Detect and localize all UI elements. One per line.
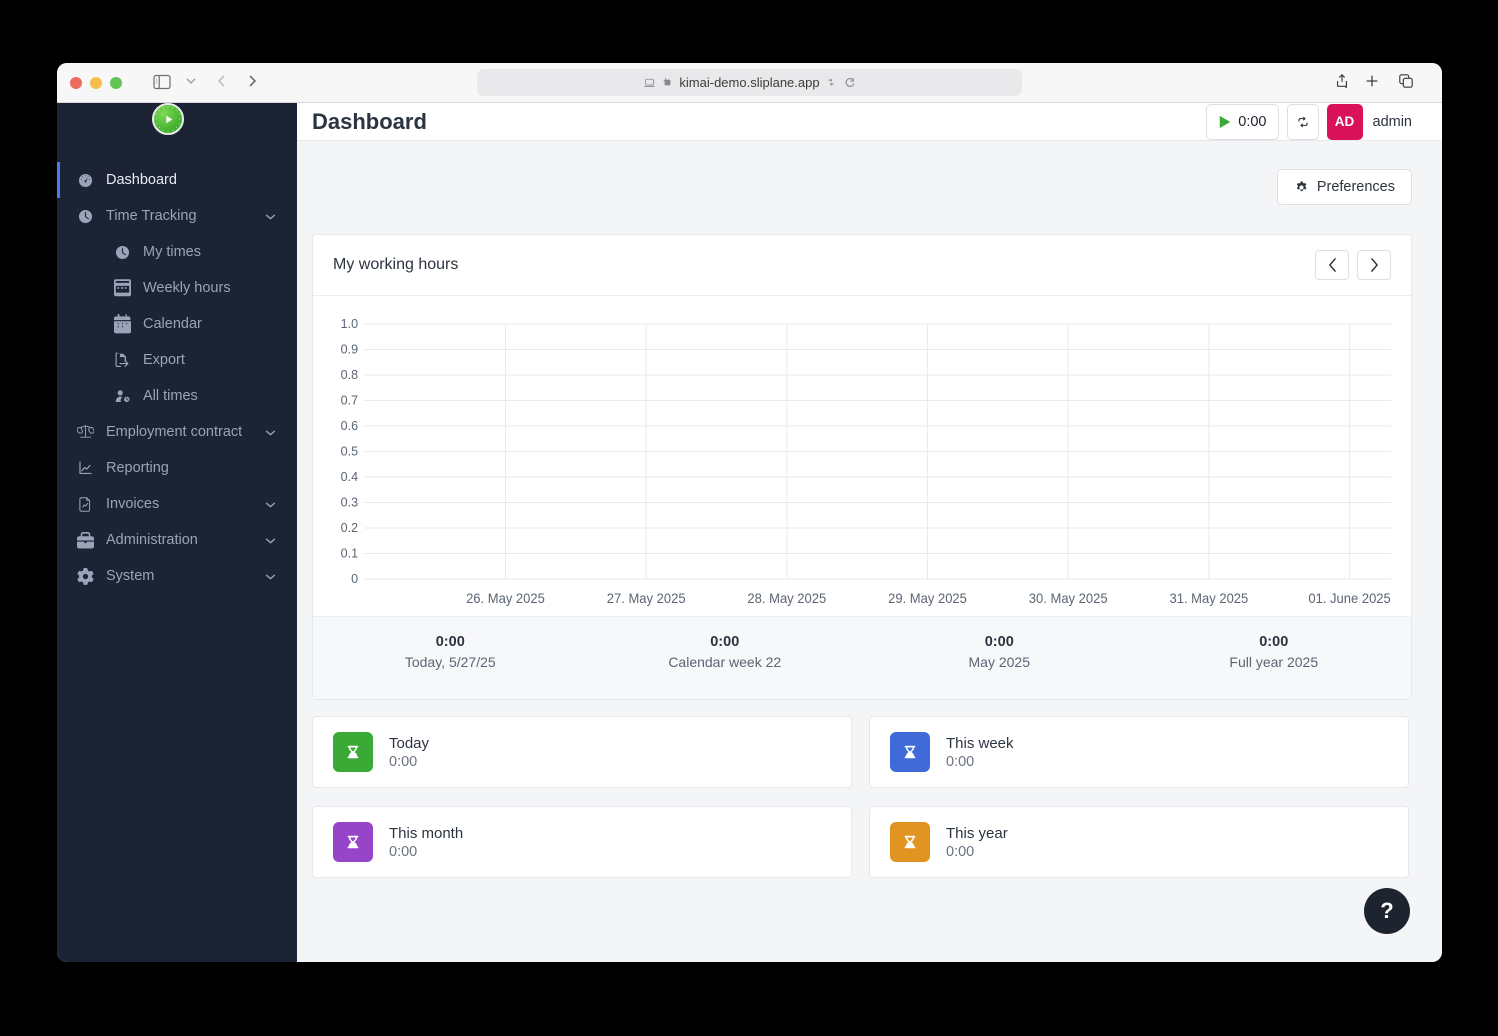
svg-text:0.3: 0.3 — [341, 494, 358, 509]
svg-text:30. May 2025: 30. May 2025 — [1029, 591, 1108, 606]
svg-text:26. May 2025: 26. May 2025 — [466, 591, 545, 606]
svg-text:1.0: 1.0 — [341, 316, 358, 331]
svg-text:29. May 2025: 29. May 2025 — [888, 591, 967, 606]
svg-text:0.2: 0.2 — [341, 520, 358, 535]
svg-text:31. May 2025: 31. May 2025 — [1169, 591, 1248, 606]
svg-text:0.1: 0.1 — [341, 545, 358, 560]
svg-text:0.8: 0.8 — [341, 367, 358, 382]
svg-text:0.7: 0.7 — [341, 392, 358, 407]
svg-text:0.5: 0.5 — [341, 443, 358, 458]
svg-text:01. June 2025: 01. June 2025 — [1308, 591, 1390, 606]
svg-text:27. May 2025: 27. May 2025 — [607, 591, 686, 606]
svg-text:0.9: 0.9 — [341, 341, 358, 356]
svg-text:0.6: 0.6 — [341, 418, 358, 433]
svg-text:28. May 2025: 28. May 2025 — [747, 591, 826, 606]
svg-text:0.4: 0.4 — [341, 469, 358, 484]
svg-text:0: 0 — [351, 571, 358, 586]
